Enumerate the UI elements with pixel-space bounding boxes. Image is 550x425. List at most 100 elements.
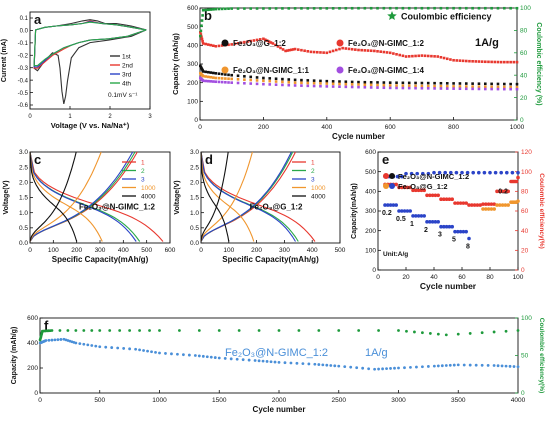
data-point (317, 363, 321, 366)
data-point (504, 364, 508, 368)
data-point (407, 84, 411, 88)
data-point (227, 73, 230, 77)
x-tick-label: 0 (28, 114, 32, 120)
data-point (449, 170, 453, 175)
rate-annotation: 1A/g (475, 37, 499, 49)
data-point (78, 342, 82, 346)
data-point (209, 75, 213, 79)
y-right-axis-label: Coulombic efficiency (%) (535, 22, 542, 105)
data-point (407, 55, 411, 58)
data-point (300, 78, 303, 82)
data-point (146, 349, 149, 353)
rate-label: 0.2 (498, 188, 508, 195)
data-point (464, 229, 469, 234)
data-point (488, 170, 492, 175)
data-point (444, 364, 448, 367)
data-point (437, 170, 442, 175)
data-point (209, 355, 213, 359)
data-point (274, 80, 278, 83)
data-point (281, 77, 284, 81)
y-tick-label: 0 (372, 267, 376, 274)
y-tick-label: 100 (365, 248, 376, 255)
data-point (227, 77, 230, 81)
data-point (458, 85, 462, 88)
data-point (388, 81, 392, 84)
data-point (262, 37, 265, 41)
rate-label: 0.2 (382, 210, 392, 217)
panel-letter: a (34, 12, 42, 27)
data-point (516, 170, 520, 175)
data-point (217, 72, 221, 76)
data-point (293, 81, 297, 84)
data-point (480, 60, 484, 63)
data-point (430, 54, 433, 58)
data-point (176, 352, 179, 356)
star-marker (387, 11, 397, 20)
cv-curve-4th (33, 21, 147, 67)
charge-curve-4000 (29, 151, 77, 242)
data-point (382, 83, 386, 87)
data-point (389, 367, 392, 370)
data-point (268, 7, 272, 10)
y-tick-label: 3.0 (190, 149, 199, 156)
data-point (442, 224, 446, 229)
data-point (419, 188, 424, 193)
data-point (357, 329, 361, 332)
data-point (477, 85, 481, 88)
data-point (284, 49, 287, 53)
data-point (484, 202, 488, 206)
data-point (407, 6, 411, 10)
data-point (407, 86, 411, 90)
legend-marker (221, 66, 229, 74)
data-point (505, 170, 509, 175)
legend-label: Fe₂O₃@G_1:2 (398, 182, 448, 191)
data-point (98, 329, 102, 332)
y-tick-label: 0 (194, 117, 198, 124)
x-tick-label: 20 (402, 274, 410, 281)
data-point (391, 203, 396, 207)
data-point (373, 49, 376, 53)
data-point (461, 229, 466, 234)
data-point (209, 71, 213, 74)
data-point (287, 7, 291, 10)
data-point (506, 189, 511, 194)
data-point (283, 361, 287, 365)
data-point (395, 86, 398, 90)
data-point (397, 329, 400, 332)
data-point (433, 84, 436, 88)
y-tick-label: -0.3 (18, 66, 29, 72)
data-point (322, 51, 325, 54)
data-point (354, 48, 357, 51)
data-point (262, 7, 265, 10)
x-axis-label: Cycle number (253, 405, 306, 414)
data-point (458, 6, 462, 10)
data-point (50, 338, 54, 342)
data-point (516, 365, 520, 369)
data-point (376, 86, 379, 89)
y-tick-label: 400 (365, 189, 376, 196)
data-point (498, 189, 502, 194)
data-point (515, 60, 519, 64)
data-point (246, 40, 249, 43)
data-point (456, 201, 460, 205)
y-tick-label: 200 (365, 228, 376, 235)
data-point (474, 60, 478, 63)
y-tick-label: -0.2 (18, 53, 29, 59)
discharge-curve-2 (200, 151, 299, 242)
y-right-axis-label: Coulombic efficiency(%) (538, 173, 545, 248)
data-point (279, 46, 282, 50)
data-point (464, 201, 469, 205)
data-point (281, 80, 284, 84)
data-point (366, 49, 370, 52)
data-point (230, 43, 233, 46)
data-point (383, 203, 387, 207)
data-point (420, 54, 424, 57)
rate-label: 3 (438, 232, 442, 239)
data-point (209, 43, 213, 47)
data-point (269, 41, 273, 44)
data-point (217, 76, 221, 80)
data-point (269, 360, 273, 364)
data-point (420, 6, 424, 10)
legend-label: 1 (311, 160, 315, 167)
data-point (224, 80, 227, 84)
